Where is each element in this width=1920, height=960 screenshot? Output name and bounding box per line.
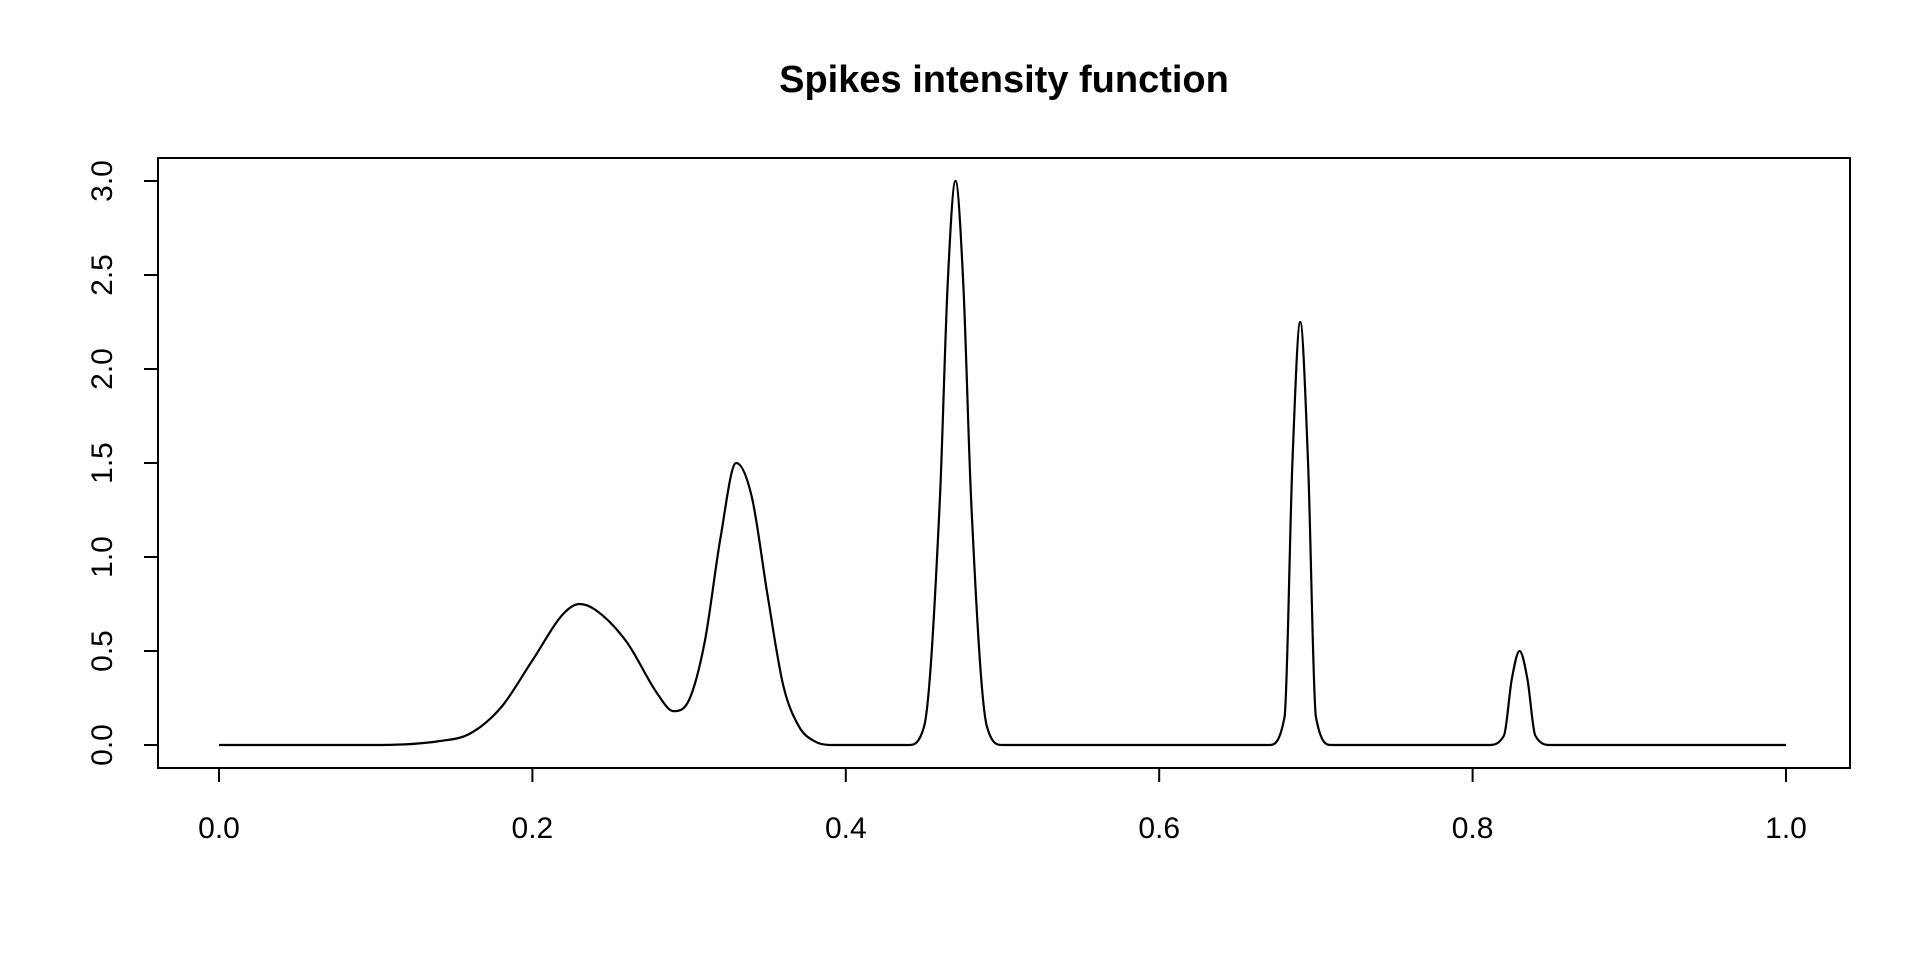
x-axis: 0.0 0.2 0.4 0.6 0.8 1.0 (198, 767, 1807, 845)
y-tick-label: 2.0 (86, 348, 119, 390)
series-layer (219, 179, 1786, 747)
x-tick-label: 0.2 (512, 812, 554, 845)
y-tick-label: 2.5 (86, 254, 119, 296)
y-tick-label: 0.5 (86, 630, 119, 672)
x-tick-label: 0.8 (1452, 812, 1494, 845)
plot-frame (157, 157, 1851, 769)
y-tick-label: 0.0 (86, 724, 119, 766)
x-tick-label: 0.0 (198, 812, 240, 845)
x-tick-label: 0.6 (1138, 812, 1180, 845)
y-axis: 0.0 0.5 1.0 1.5 2.0 2.5 3.0 (86, 160, 159, 766)
y-tick-label: 3.0 (86, 160, 119, 202)
y-tick-label: 1.0 (86, 536, 119, 578)
x-tick-label: 0.4 (825, 812, 867, 845)
chart-title: Spikes intensity function (779, 59, 1229, 101)
x-tick-label: 1.0 (1765, 812, 1807, 845)
y-tick-label: 1.5 (86, 442, 119, 484)
series-line-0 (219, 179, 1786, 747)
